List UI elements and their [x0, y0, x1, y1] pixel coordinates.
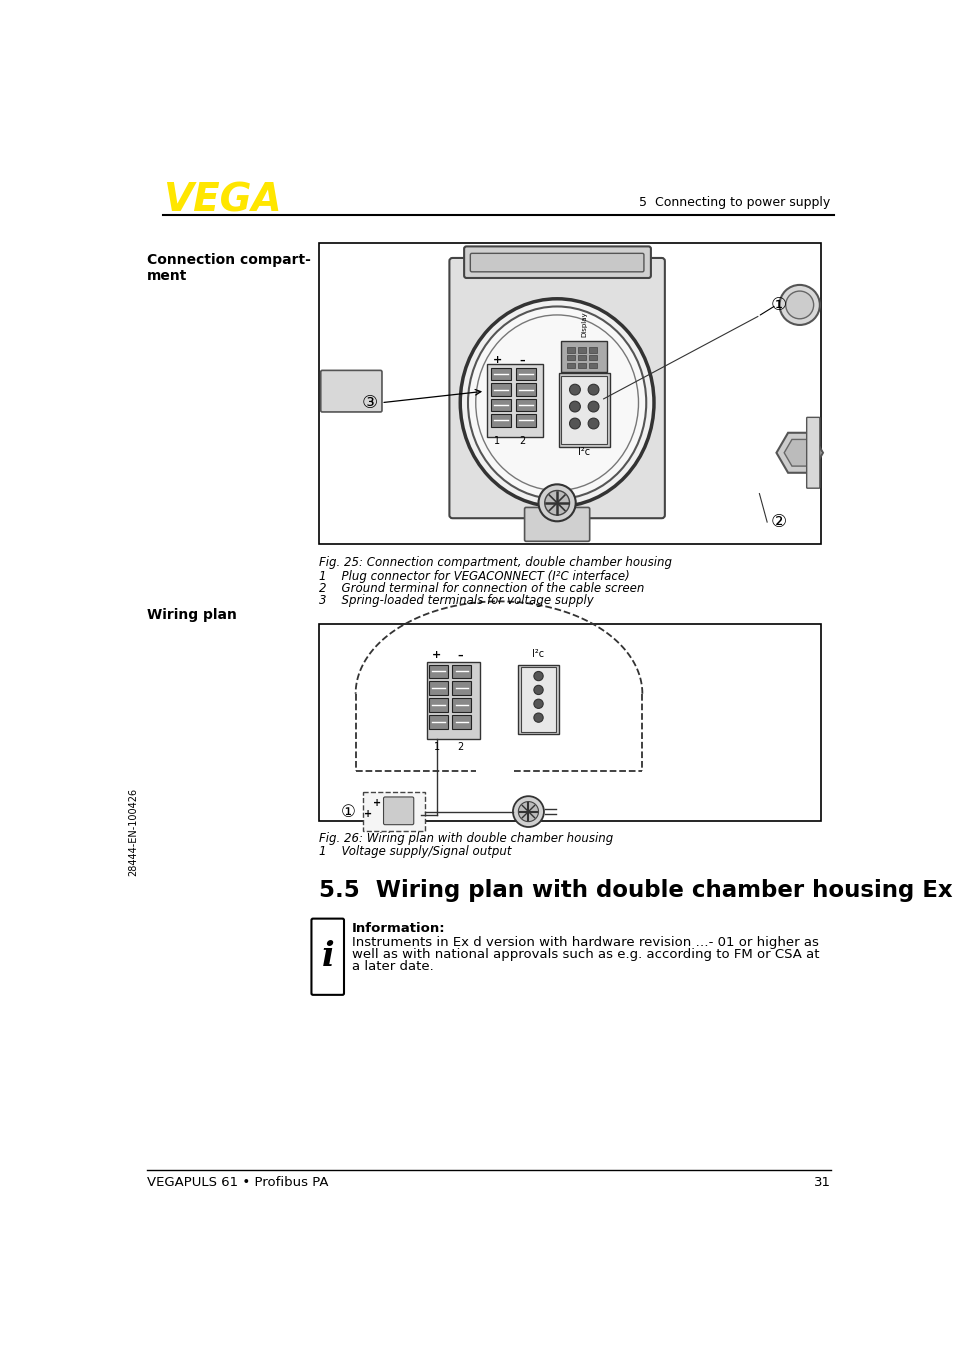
Circle shape: [785, 291, 813, 318]
Text: 2: 2: [456, 742, 463, 751]
Text: 2    Ground terminal for connection of the cable screen: 2 Ground terminal for connection of the …: [319, 582, 644, 596]
FancyBboxPatch shape: [806, 417, 819, 489]
Text: 1: 1: [434, 742, 439, 751]
Circle shape: [587, 401, 598, 412]
Text: Wiring plan: Wiring plan: [147, 608, 236, 621]
Text: VEGAPULS 61 • Profibus PA: VEGAPULS 61 • Profibus PA: [147, 1177, 328, 1189]
Text: ment: ment: [147, 268, 188, 283]
Bar: [516, 368, 536, 380]
Bar: [588, 363, 596, 368]
Bar: [363, 792, 425, 831]
Bar: [491, 383, 511, 395]
Text: 1    Voltage supply/Signal output: 1 Voltage supply/Signal output: [319, 845, 511, 857]
Bar: [319, 244, 821, 543]
Ellipse shape: [459, 299, 654, 506]
Bar: [516, 383, 536, 395]
Text: +: +: [493, 355, 501, 366]
Bar: [560, 341, 607, 372]
Bar: [429, 715, 447, 730]
Text: well as with national approvals such as e.g. according to FM or CSA at: well as with national approvals such as …: [352, 948, 819, 961]
Text: 3    Spring-loaded terminals for voltage supply: 3 Spring-loaded terminals for voltage su…: [319, 594, 594, 608]
Bar: [517, 665, 558, 734]
Bar: [578, 355, 585, 360]
Bar: [491, 399, 511, 412]
Text: 28444-EN-100426: 28444-EN-100426: [128, 788, 138, 876]
Bar: [452, 665, 471, 678]
Text: 5.5  Wiring plan with double chamber housing Ex d: 5.5 Wiring plan with double chamber hous…: [319, 879, 953, 902]
Circle shape: [534, 685, 542, 695]
Text: –: –: [456, 650, 462, 661]
Bar: [491, 414, 511, 427]
Bar: [560, 376, 607, 444]
Text: 1    Plug connector for VEGACONNECT (I²C interface): 1 Plug connector for VEGACONNECT (I²C in…: [319, 570, 629, 582]
Bar: [429, 699, 447, 712]
Circle shape: [534, 714, 542, 722]
Text: +: +: [364, 808, 372, 819]
FancyBboxPatch shape: [320, 371, 381, 412]
Bar: [429, 681, 447, 696]
Text: Fig. 26: Wiring plan with double chamber housing: Fig. 26: Wiring plan with double chamber…: [319, 831, 613, 845]
Circle shape: [537, 485, 575, 521]
Ellipse shape: [468, 306, 645, 500]
FancyBboxPatch shape: [383, 798, 414, 825]
Text: Instruments in Ex d version with hardware revision …- 01 or higher as: Instruments in Ex d version with hardwar…: [352, 936, 818, 949]
Text: ①: ①: [770, 297, 786, 314]
Text: I²c: I²c: [578, 447, 590, 456]
FancyBboxPatch shape: [464, 246, 650, 278]
Ellipse shape: [476, 315, 638, 490]
Text: Connection compart-: Connection compart-: [147, 253, 311, 267]
Bar: [319, 624, 821, 821]
Text: a later date.: a later date.: [352, 960, 433, 974]
Bar: [516, 399, 536, 412]
Bar: [516, 414, 536, 427]
Text: i: i: [321, 940, 334, 974]
FancyBboxPatch shape: [470, 253, 643, 272]
Bar: [452, 699, 471, 712]
FancyBboxPatch shape: [311, 918, 344, 995]
Text: 31: 31: [813, 1177, 830, 1189]
FancyBboxPatch shape: [524, 508, 589, 542]
Circle shape: [513, 796, 543, 827]
Circle shape: [534, 699, 542, 708]
Bar: [558, 374, 609, 447]
Bar: [427, 662, 479, 739]
Text: Fig. 25: Connection compartment, double chamber housing: Fig. 25: Connection compartment, double …: [319, 556, 672, 569]
FancyBboxPatch shape: [449, 259, 664, 519]
Circle shape: [569, 401, 579, 412]
Bar: [578, 363, 585, 368]
Bar: [567, 347, 575, 352]
Text: +: +: [373, 798, 381, 808]
Circle shape: [517, 802, 537, 822]
Circle shape: [534, 672, 542, 681]
Text: ①: ①: [340, 803, 355, 821]
Text: Display: Display: [580, 311, 587, 337]
Text: +: +: [432, 650, 441, 661]
Text: 1: 1: [494, 436, 500, 445]
Text: VEGA: VEGA: [163, 181, 282, 219]
Text: 5  Connecting to power supply: 5 Connecting to power supply: [639, 196, 830, 209]
Bar: [588, 347, 596, 352]
Circle shape: [569, 385, 579, 395]
Circle shape: [587, 385, 598, 395]
Text: Information:: Information:: [352, 922, 445, 934]
Text: 2: 2: [518, 436, 525, 445]
Text: I²c: I²c: [532, 649, 544, 659]
Text: ③: ③: [361, 394, 377, 412]
Bar: [491, 368, 511, 380]
Bar: [578, 347, 585, 352]
Circle shape: [544, 490, 569, 515]
Bar: [429, 665, 447, 678]
Bar: [452, 681, 471, 696]
Circle shape: [569, 418, 579, 429]
Circle shape: [779, 284, 819, 325]
Text: –: –: [518, 355, 524, 366]
Circle shape: [587, 418, 598, 429]
Bar: [452, 715, 471, 730]
Text: ②: ②: [770, 513, 786, 531]
Bar: [567, 355, 575, 360]
Bar: [487, 364, 542, 437]
Bar: [567, 363, 575, 368]
Bar: [520, 666, 556, 731]
Bar: [588, 355, 596, 360]
